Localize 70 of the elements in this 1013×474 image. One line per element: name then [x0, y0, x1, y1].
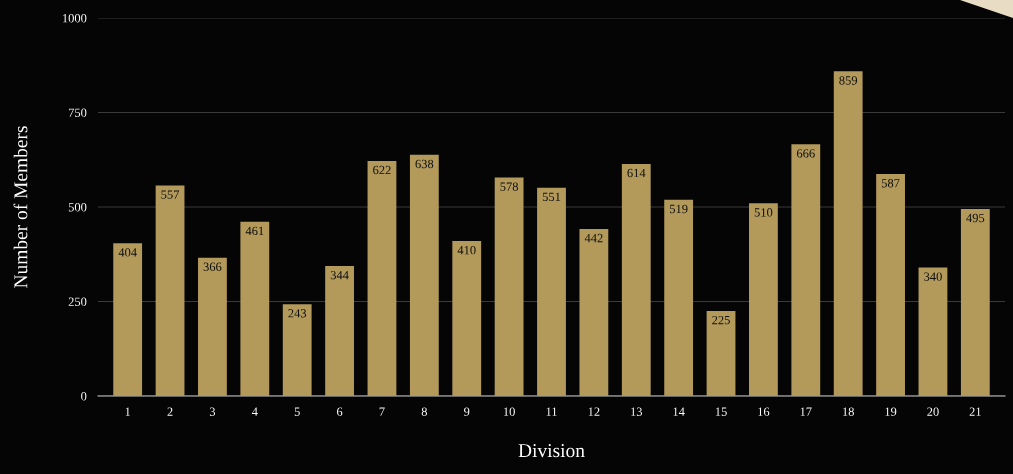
data-label: 410 — [457, 245, 476, 255]
bar — [706, 310, 736, 396]
x-tick-label: 1 — [125, 407, 131, 416]
x-tick-label: 4 — [251, 407, 258, 416]
bar — [325, 265, 354, 396]
bar — [282, 304, 312, 396]
x-tick-label: 9 — [464, 407, 470, 416]
y-tick-label: 250 — [68, 297, 87, 306]
x-tick-label: 8 — [421, 407, 427, 416]
bar — [452, 241, 482, 396]
data-label: 587 — [881, 179, 900, 188]
data-label: 344 — [330, 270, 349, 280]
bar — [664, 199, 694, 396]
bar — [749, 203, 778, 396]
bar — [494, 177, 524, 396]
x-tick-label: 15 — [715, 407, 727, 416]
data-label: 495 — [966, 213, 985, 223]
x-tick-label: 17 — [800, 407, 812, 416]
data-label: 622 — [373, 165, 391, 175]
x-tick-label: 21 — [969, 407, 981, 416]
x-tick-label: 13 — [631, 407, 643, 416]
bar — [833, 71, 863, 396]
x-tick-label: 5 — [294, 407, 300, 416]
x-tick-label: 6 — [337, 407, 343, 416]
data-label: 578 — [500, 182, 519, 191]
bar — [113, 243, 143, 396]
x-tick-label: 19 — [885, 407, 897, 416]
bar — [240, 221, 270, 396]
x-tick-label: 7 — [379, 407, 385, 416]
bar — [960, 208, 990, 396]
data-label: 243 — [288, 309, 307, 318]
x-axis-title: Division — [518, 444, 585, 458]
data-label: 551 — [542, 192, 561, 202]
bar — [918, 267, 948, 396]
y-tick-label: 500 — [68, 203, 87, 212]
bar — [537, 187, 566, 396]
bar — [791, 144, 821, 396]
x-tick-label: 3 — [209, 407, 216, 416]
y-axis-title: Number of Members — [13, 126, 28, 288]
data-label: 340 — [924, 272, 942, 281]
data-label: 519 — [670, 204, 688, 214]
data-label: 859 — [839, 76, 858, 85]
data-label: 510 — [754, 208, 773, 217]
bar — [409, 154, 439, 396]
bar — [621, 163, 651, 396]
bar — [367, 160, 397, 396]
data-label: 666 — [796, 149, 815, 158]
x-tick-label: 18 — [843, 407, 854, 416]
data-label: 614 — [627, 168, 646, 178]
bar — [876, 174, 905, 396]
y-tick-label: 0 — [81, 392, 87, 401]
x-tick-label: 14 — [673, 407, 685, 416]
data-label: 442 — [584, 233, 603, 243]
data-label: 557 — [161, 190, 180, 199]
x-tick-label: 12 — [588, 407, 600, 416]
bar — [579, 228, 609, 396]
data-label: 225 — [712, 315, 730, 325]
x-tick-label: 10 — [503, 407, 515, 416]
data-label: 461 — [245, 226, 264, 236]
bar — [198, 257, 227, 396]
data-label: 638 — [415, 159, 434, 169]
x-tick-label: 16 — [758, 407, 770, 416]
x-tick-label: 20 — [927, 407, 939, 416]
y-tick-label: 750 — [68, 108, 87, 117]
y-tick-label: 1000 — [62, 14, 87, 23]
data-label: 404 — [118, 248, 137, 257]
x-tick-label: 11 — [546, 407, 557, 416]
x-tick-label: 2 — [167, 407, 173, 416]
data-label: 366 — [203, 262, 222, 271]
bar — [155, 185, 185, 396]
